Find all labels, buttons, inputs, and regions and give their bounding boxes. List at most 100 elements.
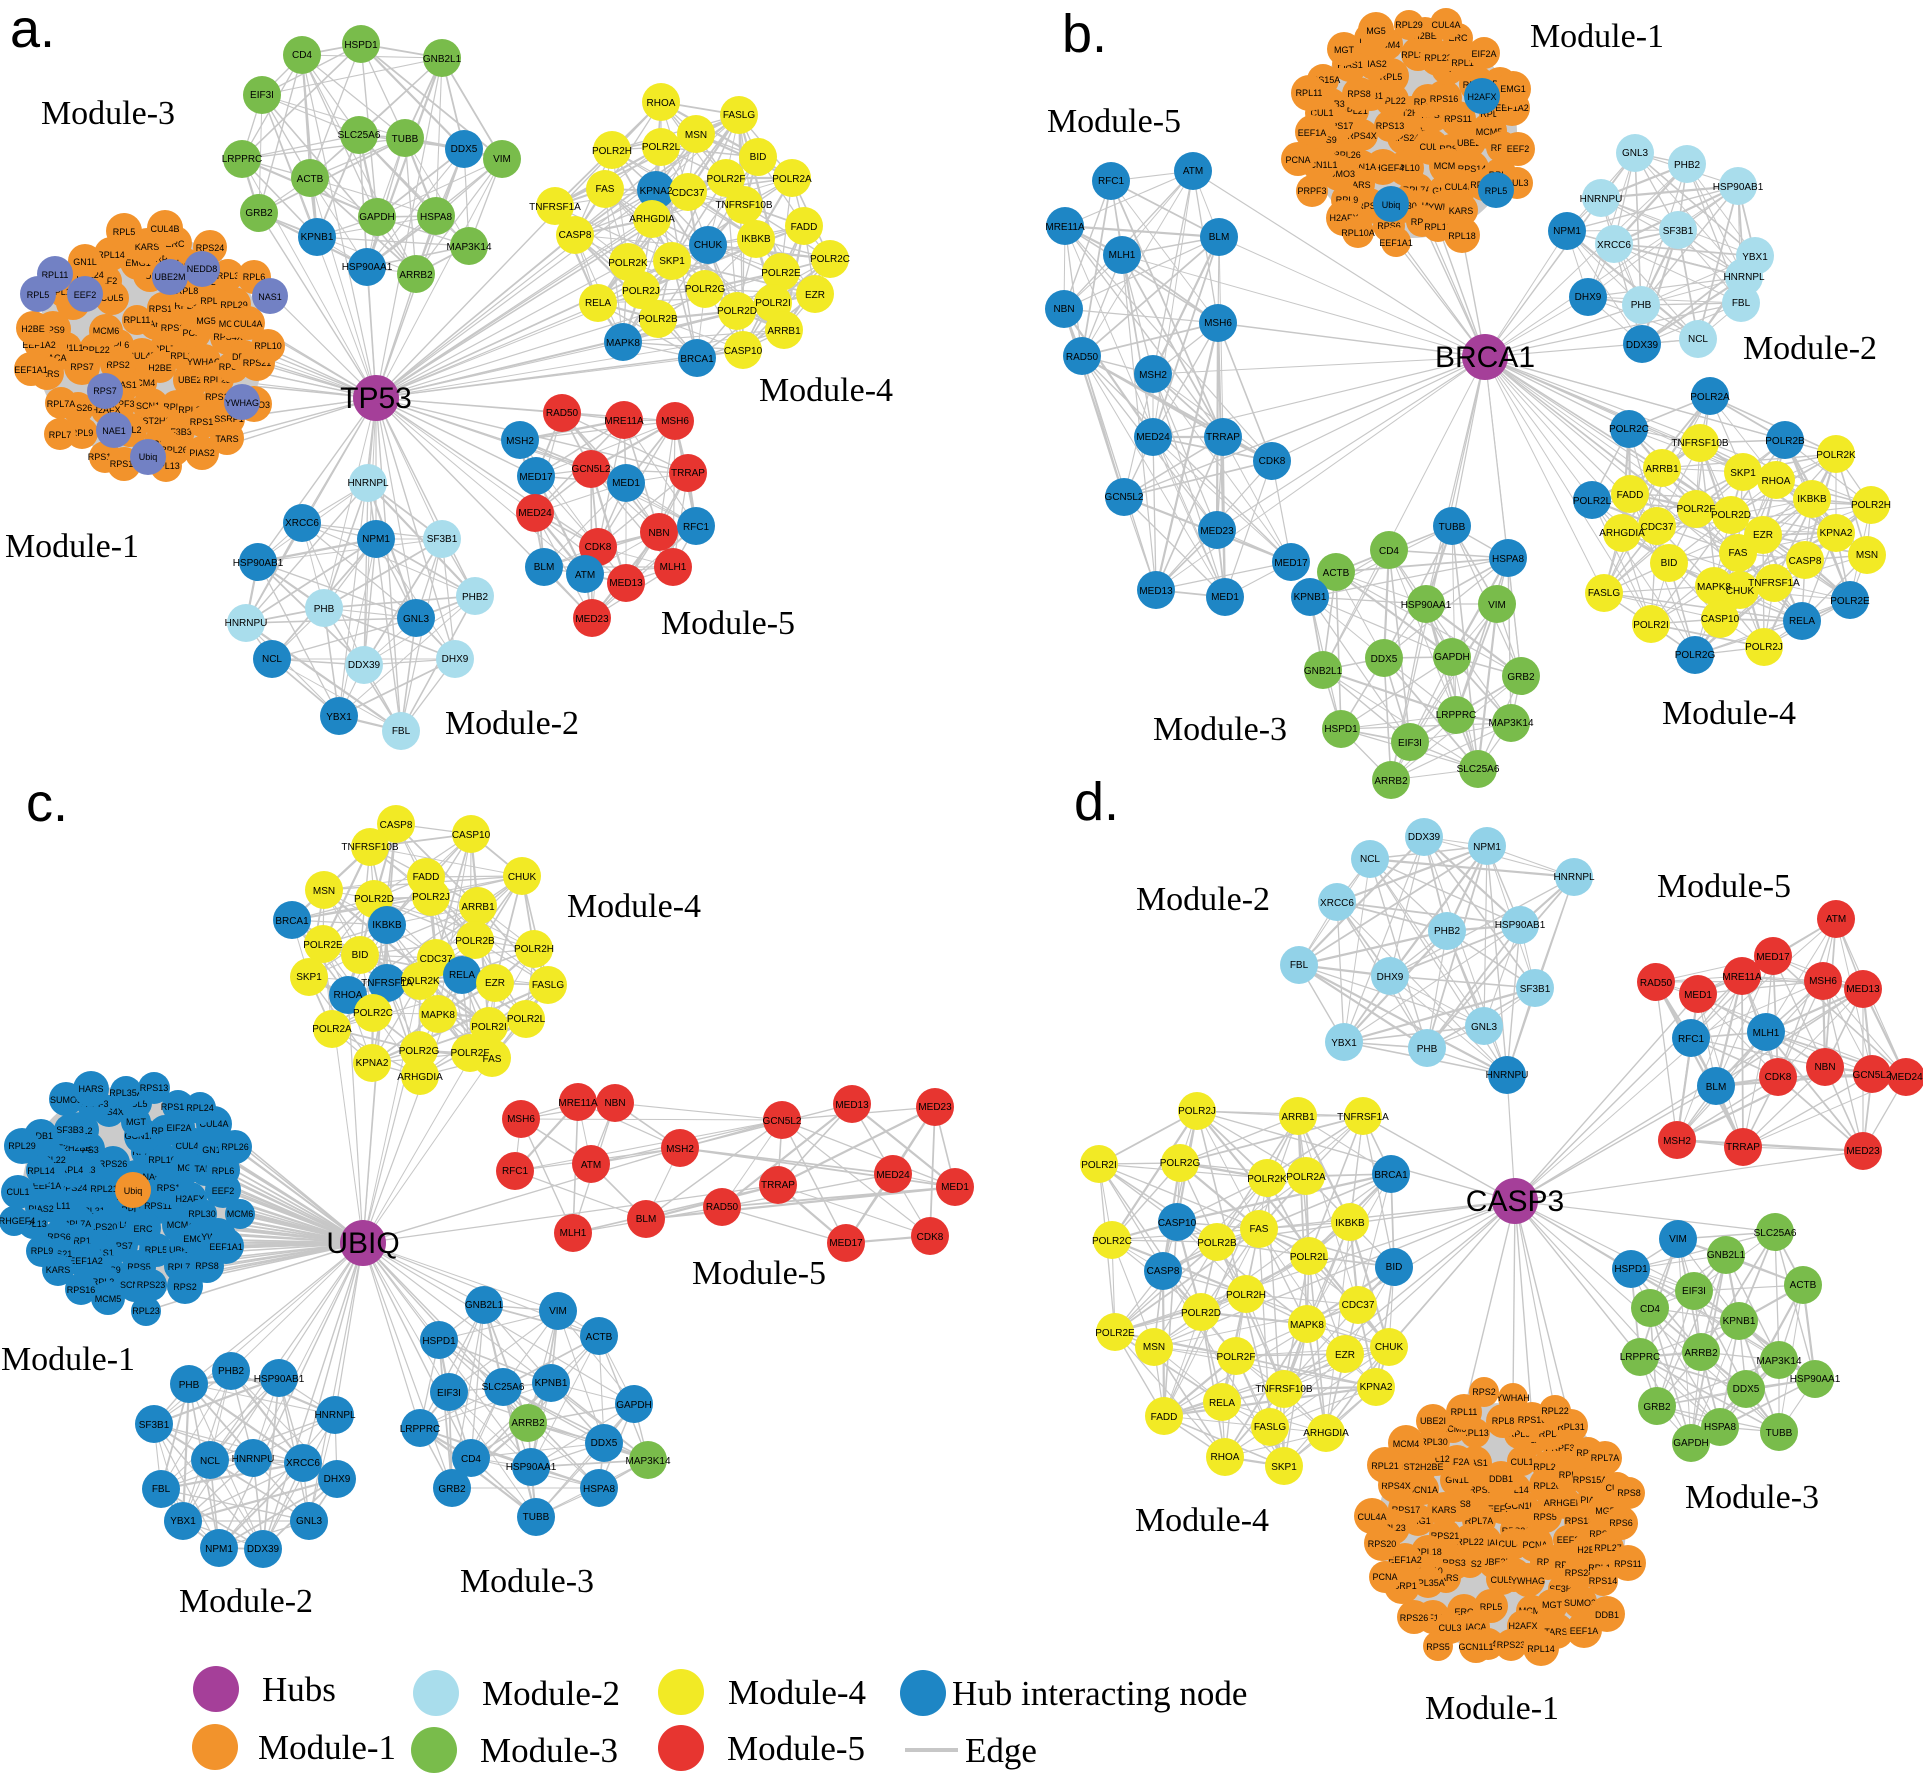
- svg-text:EEF1A1: EEF1A1: [14, 365, 48, 375]
- svg-text:VIM: VIM: [549, 1306, 567, 1317]
- svg-text:RPL6: RPL6: [212, 1166, 235, 1176]
- svg-text:CASP8: CASP8: [1789, 556, 1822, 567]
- svg-text:TRRAP: TRRAP: [1726, 1142, 1760, 1153]
- svg-text:Module-5: Module-5: [692, 1255, 826, 1292]
- svg-text:Module-1: Module-1: [1530, 18, 1664, 55]
- svg-text:CASP10: CASP10: [1158, 1218, 1197, 1229]
- svg-text:CD4: CD4: [1640, 1304, 1660, 1315]
- svg-text:ACTB: ACTB: [297, 174, 324, 185]
- svg-text:ARRB2: ARRB2: [511, 1418, 545, 1429]
- svg-text:RHOA: RHOA: [1211, 1452, 1240, 1463]
- svg-text:HSP90AB1: HSP90AB1: [1495, 920, 1546, 931]
- svg-text:RPS23: RPS23: [1497, 1640, 1526, 1650]
- svg-text:Module-2: Module-2: [179, 1583, 313, 1620]
- svg-text:RPL8: RPL8: [1411, 217, 1434, 227]
- svg-text:HSP90AA1: HSP90AA1: [1401, 600, 1452, 611]
- svg-text:RPS24: RPS24: [1565, 1568, 1594, 1578]
- svg-text:MED1: MED1: [1684, 990, 1712, 1001]
- svg-text:CUL1: CUL1: [1310, 108, 1333, 118]
- svg-text:RPS2: RPS2: [106, 360, 130, 370]
- svg-text:MED13: MED13: [609, 578, 643, 589]
- svg-text:BLM: BLM: [1209, 232, 1230, 243]
- svg-text:MAP3K14: MAP3K14: [625, 1456, 670, 1467]
- svg-text:SCN1A: SCN1A: [1408, 1485, 1438, 1495]
- svg-text:Module-1: Module-1: [258, 1728, 396, 1767]
- svg-text:MED13: MED13: [1139, 586, 1173, 597]
- svg-text:MG5: MG5: [1366, 26, 1386, 36]
- svg-text:MED13: MED13: [835, 1100, 869, 1111]
- svg-text:RPL10A: RPL10A: [121, 1205, 155, 1215]
- svg-text:RPL29: RPL29: [220, 300, 248, 310]
- svg-text:RPS8: RPS8: [1617, 1488, 1641, 1498]
- svg-text:POLR2E: POLR2E: [761, 268, 801, 279]
- svg-text:SLC25A6: SLC25A6: [338, 130, 381, 141]
- svg-text:Module-3: Module-3: [1685, 1479, 1819, 1516]
- svg-text:FAS: FAS: [596, 184, 615, 195]
- svg-text:RPL23: RPL23: [1378, 1523, 1406, 1533]
- svg-text:H2AFX: H2AFX: [175, 1194, 204, 1204]
- svg-text:IKBKB: IKBKB: [741, 234, 771, 245]
- svg-text:MSN: MSN: [1143, 1342, 1165, 1353]
- svg-text:VIM: VIM: [1669, 1234, 1687, 1245]
- svg-text:RPL23: RPL23: [1424, 53, 1452, 63]
- svg-text:RPL13: RPL13: [152, 461, 180, 471]
- svg-text:MLH1: MLH1: [1753, 1028, 1780, 1039]
- svg-text:HSP90AA1: HSP90AA1: [1790, 1374, 1841, 1385]
- svg-text:RPL10: RPL10: [148, 1155, 176, 1165]
- svg-text:NAS1: NAS1: [258, 292, 282, 302]
- svg-text:POLR2B: POLR2B: [638, 314, 678, 325]
- svg-text:DDX39: DDX39: [1408, 832, 1441, 843]
- svg-text:MCM4: MCM4: [1393, 1439, 1420, 1449]
- svg-text:RPL7A: RPL7A: [47, 399, 76, 409]
- svg-text:POLR2L: POLR2L: [642, 142, 681, 153]
- svg-text:RPS7: RPS7: [1576, 1448, 1600, 1458]
- svg-text:POLR2H: POLR2H: [1226, 1290, 1266, 1301]
- svg-text:RPL5: RPL5: [1380, 72, 1403, 82]
- svg-text:EZR: EZR: [805, 290, 825, 301]
- svg-text:EEF1A2: EEF1A2: [1495, 103, 1529, 113]
- svg-text:HNRNPU: HNRNPU: [232, 1454, 275, 1465]
- svg-text:RPL11: RPL11: [44, 1201, 71, 1211]
- svg-text:ARHGEF4: ARHGEF4: [1362, 163, 1405, 173]
- svg-text:GNL3: GNL3: [1622, 148, 1649, 159]
- svg-text:GAPDH: GAPDH: [616, 1400, 652, 1411]
- svg-text:KARS: KARS: [1432, 1505, 1457, 1515]
- svg-text:TNFRSF10B: TNFRSF10B: [1671, 438, 1729, 449]
- svg-text:Module-1: Module-1: [5, 528, 139, 565]
- svg-text:NPM1: NPM1: [205, 1544, 233, 1555]
- svg-text:RPS13: RPS13: [1565, 1516, 1594, 1526]
- svg-text:H2AFX: H2AFX: [91, 405, 120, 415]
- svg-text:RPS11: RPS11: [1469, 1485, 1497, 1495]
- svg-text:FASLG: FASLG: [1254, 1422, 1286, 1433]
- svg-text:FAS: FAS: [1729, 548, 1748, 559]
- svg-text:CASP8: CASP8: [380, 820, 413, 831]
- svg-text:HSP90AA1: HSP90AA1: [342, 262, 393, 273]
- svg-text:c.: c.: [26, 773, 68, 833]
- svg-text:MAP3K14: MAP3K14: [1756, 1356, 1801, 1367]
- svg-text:POLR2A: POLR2A: [1690, 392, 1730, 403]
- svg-text:GNB2L1: GNB2L1: [423, 54, 462, 65]
- svg-text:SCN1A: SCN1A: [1346, 162, 1376, 172]
- svg-text:RPS14: RPS14: [149, 304, 178, 314]
- svg-text:ARRB1: ARRB1: [461, 902, 495, 913]
- svg-text:HNRNPL: HNRNPL: [1723, 272, 1765, 283]
- svg-text:KPNA2: KPNA2: [356, 1058, 389, 1069]
- svg-text:RPS8: RPS8: [1347, 89, 1371, 99]
- svg-text:RPL5: RPL5: [27, 290, 50, 300]
- svg-text:ACTB: ACTB: [1790, 1280, 1817, 1291]
- svg-text:RPS14: RPS14: [1458, 164, 1487, 174]
- svg-text:CASP8: CASP8: [559, 230, 592, 241]
- svg-text:Module-4: Module-4: [567, 888, 701, 925]
- svg-text:MCM5: MCM5: [95, 1294, 122, 1304]
- svg-text:POLR2K: POLR2K: [608, 258, 648, 269]
- svg-text:Ubiq: Ubiq: [139, 452, 158, 462]
- svg-text:SF3B1: SF3B1: [427, 534, 458, 545]
- svg-text:RPL7: RPL7: [49, 430, 72, 440]
- svg-text:PCNA: PCNA: [1285, 155, 1310, 165]
- svg-text:LRPPRC: LRPPRC: [400, 1424, 441, 1435]
- svg-text:RFC1: RFC1: [1678, 1034, 1705, 1045]
- svg-text:RPL26: RPL26: [1333, 150, 1361, 160]
- svg-text:RPL7A: RPL7A: [1403, 185, 1432, 195]
- svg-text:ARRB2: ARRB2: [1684, 1348, 1718, 1359]
- svg-text:SLC25A6: SLC25A6: [1754, 1228, 1797, 1239]
